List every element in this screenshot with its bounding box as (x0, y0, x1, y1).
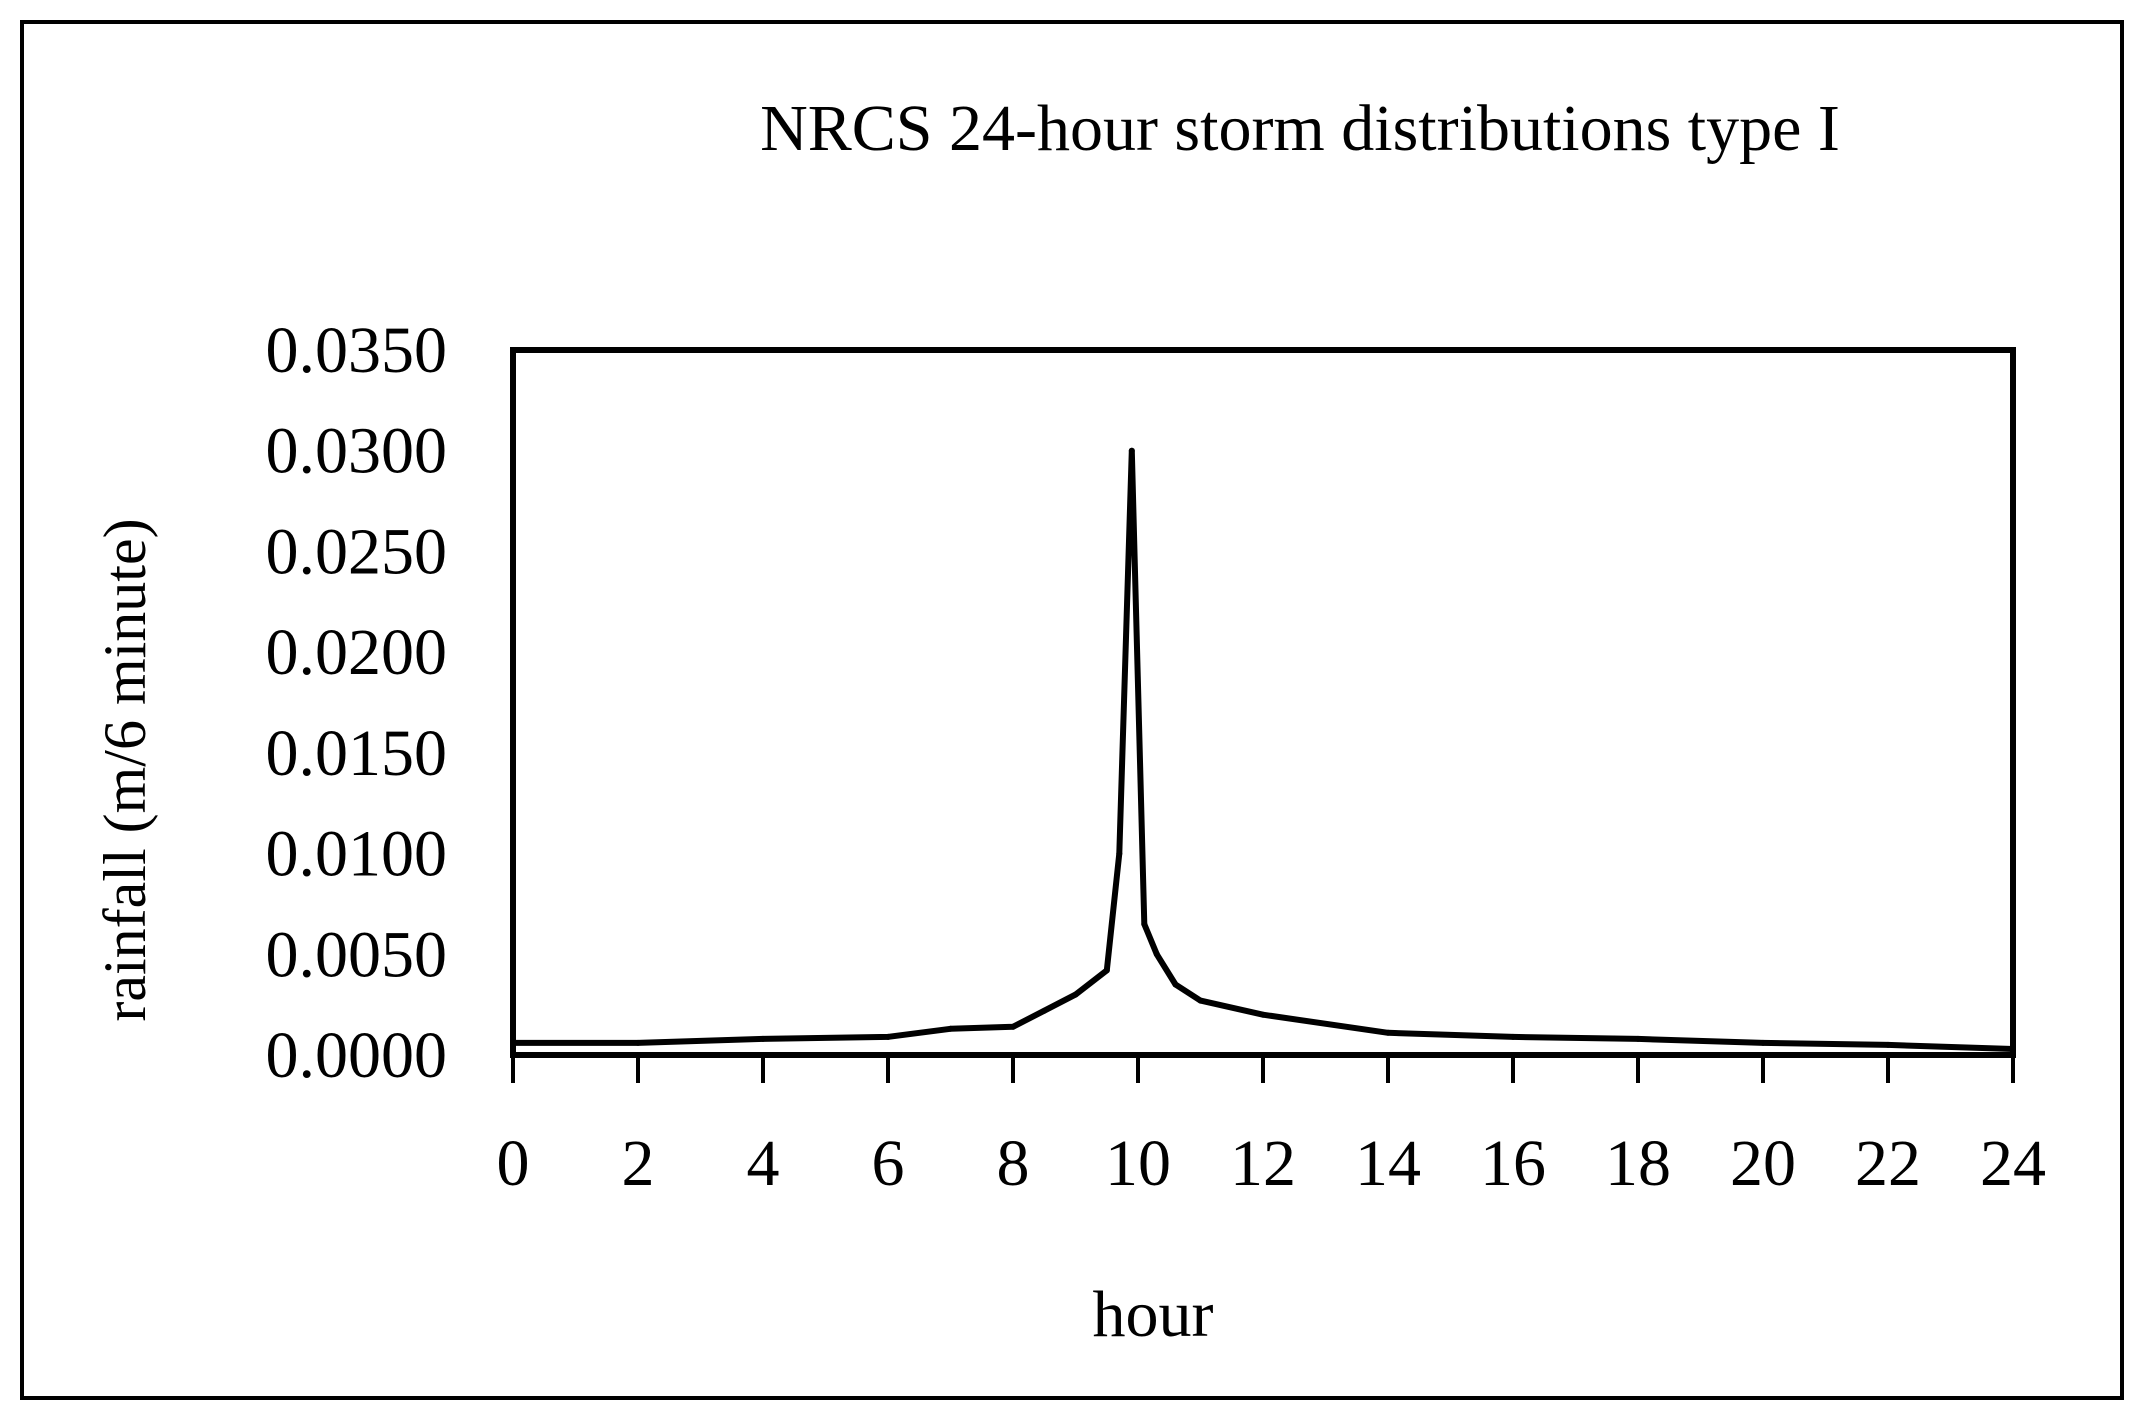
x-tick-label: 22 (1855, 1127, 1921, 1200)
x-tick-label: 14 (1355, 1127, 1421, 1200)
data-point (1885, 1041, 1891, 1048)
outer-frame (20, 20, 2124, 1400)
data-point (1635, 1035, 1641, 1042)
data-point (760, 1035, 766, 1042)
data-point (1197, 997, 1204, 1004)
x-tick-label: 6 (872, 1127, 905, 1200)
data-point (1385, 1029, 1391, 1036)
y-tick-label: 0.0100 (266, 818, 448, 891)
rainfall-series-line (510, 447, 2016, 1052)
data-point (1103, 967, 1110, 974)
x-tick-label: 10 (1105, 1127, 1171, 1200)
x-tick-label: 0 (497, 1127, 530, 1200)
x-tick-label: 8 (997, 1127, 1030, 1200)
x-tick-label: 12 (1230, 1127, 1296, 1200)
data-point (1260, 1011, 1266, 1018)
x-axis-ticks: 0 2 4 6 8 10 12 14 16 18 20 22 24 (497, 1055, 2046, 1200)
y-tick-label: 0.0150 (266, 717, 448, 790)
y-tick-label: 0.0250 (266, 515, 448, 588)
y-tick-label: 0.0350 (266, 314, 448, 387)
y-tick-label: 0.0000 (266, 1019, 448, 1092)
y-tick-label: 0.0300 (266, 415, 448, 488)
x-tick-label: 24 (1980, 1127, 2046, 1200)
x-tick-label: 20 (1730, 1127, 1796, 1200)
x-tick-label: 4 (747, 1127, 780, 1200)
data-point (1116, 850, 1123, 857)
data-point (1010, 1023, 1016, 1030)
data-point (1141, 921, 1148, 928)
y-axis-label: rainfall (m/6 minute) (92, 518, 158, 1021)
x-tick-label: 18 (1605, 1127, 1671, 1200)
x-axis-label: hour (1093, 1278, 1214, 1351)
y-tick-label: 0.0200 (266, 616, 448, 689)
rainfall-series-points (510, 447, 2016, 1052)
y-axis-ticks: 0.0000 0.0050 0.0100 0.0150 0.0200 0.0250 0.03… (266, 314, 448, 1092)
data-point (1041, 1007, 1048, 1014)
data-point (510, 1039, 516, 1046)
y-tick-label: 0.0050 (266, 918, 448, 991)
data-point (1760, 1039, 1766, 1046)
data-point (947, 1025, 954, 1032)
data-point (2010, 1046, 2016, 1052)
data-point (1072, 991, 1079, 998)
x-tick-label: 2 (622, 1127, 655, 1200)
data-point (635, 1039, 641, 1046)
data-point (885, 1033, 891, 1040)
data-point (1172, 981, 1179, 988)
data-point (1510, 1033, 1516, 1040)
data-point (1128, 447, 1135, 454)
chart-title: NRCS 24-hour storm distributions type I (760, 92, 1840, 165)
data-point (1153, 951, 1160, 958)
x-tick-label: 16 (1480, 1127, 1546, 1200)
